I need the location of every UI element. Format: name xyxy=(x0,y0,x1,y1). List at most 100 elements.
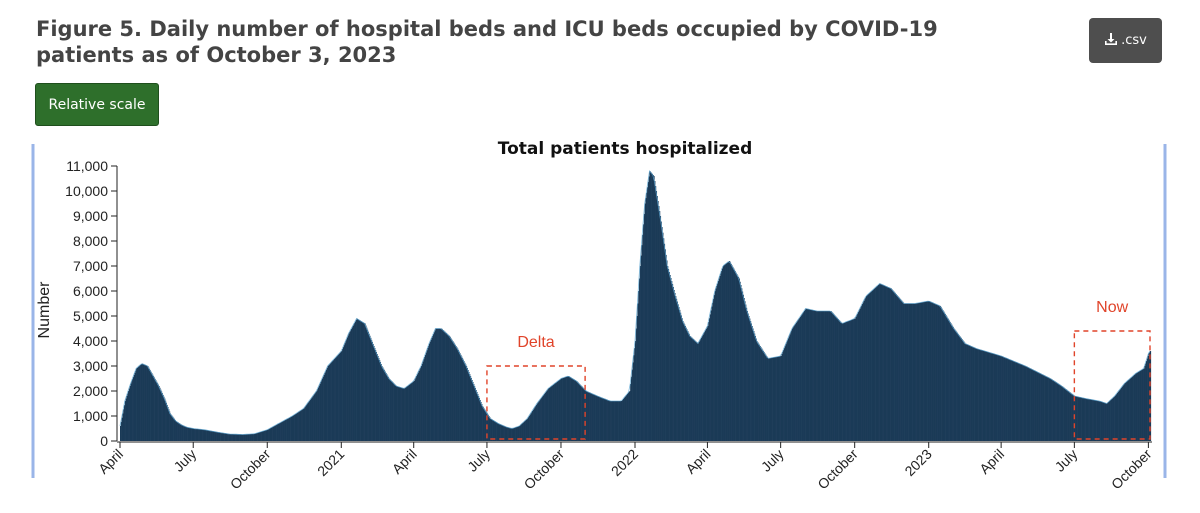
bar xyxy=(378,358,380,441)
bar xyxy=(222,432,224,441)
bar xyxy=(400,387,402,441)
bar xyxy=(519,425,522,441)
bar xyxy=(962,340,964,441)
bar xyxy=(899,298,901,441)
bar xyxy=(211,431,213,441)
bar xyxy=(146,365,148,441)
bar xyxy=(163,396,165,441)
bar xyxy=(494,421,497,441)
bar xyxy=(744,301,746,441)
bar xyxy=(1021,364,1023,441)
bar xyxy=(932,302,934,441)
bar xyxy=(429,343,431,441)
bar xyxy=(821,311,823,441)
bar xyxy=(944,312,946,441)
bar xyxy=(1113,396,1115,441)
bar xyxy=(816,310,818,441)
bar xyxy=(1034,370,1036,441)
bar xyxy=(554,383,556,441)
bar xyxy=(424,357,426,441)
bar xyxy=(792,327,794,441)
bar xyxy=(752,328,754,441)
bar xyxy=(414,379,416,441)
bar xyxy=(375,352,377,441)
bar xyxy=(591,393,593,441)
bar xyxy=(615,401,617,441)
bar xyxy=(635,328,637,441)
bar xyxy=(155,380,157,441)
bar xyxy=(845,321,847,441)
bar xyxy=(379,360,381,441)
bar xyxy=(412,381,415,441)
relative-scale-button[interactable]: Relative scale xyxy=(35,83,159,126)
bar xyxy=(1122,385,1124,441)
bar xyxy=(1071,394,1074,441)
bar xyxy=(644,203,646,441)
bar xyxy=(560,379,562,441)
bar xyxy=(185,426,187,441)
bar xyxy=(811,309,813,441)
bar xyxy=(643,213,645,441)
bar xyxy=(465,364,467,441)
bar xyxy=(385,372,387,441)
bar xyxy=(159,387,161,441)
bar xyxy=(232,434,234,441)
bar xyxy=(948,319,950,441)
bar xyxy=(371,339,373,441)
bar xyxy=(765,354,767,441)
bar xyxy=(243,434,245,441)
bar xyxy=(930,301,932,441)
bar xyxy=(881,284,883,441)
bar xyxy=(284,419,287,441)
bar xyxy=(168,409,170,441)
bar xyxy=(1112,397,1115,441)
bar xyxy=(1076,396,1078,441)
bar xyxy=(489,417,491,441)
bar xyxy=(207,430,209,441)
bar xyxy=(647,181,649,442)
bar xyxy=(860,307,862,441)
download-csv-button[interactable]: .csv xyxy=(1089,18,1162,63)
bar xyxy=(124,401,126,441)
bar xyxy=(552,384,555,441)
bar xyxy=(960,338,963,441)
bar xyxy=(985,351,987,441)
bar xyxy=(138,366,140,441)
bar xyxy=(857,313,859,441)
bar xyxy=(466,368,468,441)
bar xyxy=(331,361,333,441)
bar xyxy=(134,372,136,441)
bar xyxy=(526,419,528,441)
bar xyxy=(1150,351,1152,441)
bar xyxy=(986,351,988,441)
bar xyxy=(476,392,478,441)
bar xyxy=(556,382,558,441)
bar xyxy=(441,329,443,441)
bar xyxy=(1016,362,1018,441)
bar xyxy=(451,339,453,441)
bar xyxy=(227,433,229,441)
bar xyxy=(949,321,951,441)
bar xyxy=(1054,381,1056,441)
bar xyxy=(890,288,892,441)
bar xyxy=(1042,374,1045,441)
bar xyxy=(492,420,494,441)
bar xyxy=(945,315,947,441)
bar xyxy=(834,315,836,441)
bar xyxy=(991,353,993,441)
bar xyxy=(579,384,581,441)
bar xyxy=(1131,377,1133,441)
bar xyxy=(569,377,571,441)
bar xyxy=(791,328,794,441)
x-tick-label: July xyxy=(758,446,787,475)
bar xyxy=(606,399,608,441)
bar xyxy=(976,348,979,441)
bar xyxy=(199,429,201,441)
bar xyxy=(738,277,740,441)
bar xyxy=(952,325,954,441)
bar xyxy=(515,427,518,441)
bar xyxy=(1002,356,1004,441)
bar xyxy=(799,316,802,441)
bar xyxy=(240,434,242,441)
bar xyxy=(651,173,653,441)
